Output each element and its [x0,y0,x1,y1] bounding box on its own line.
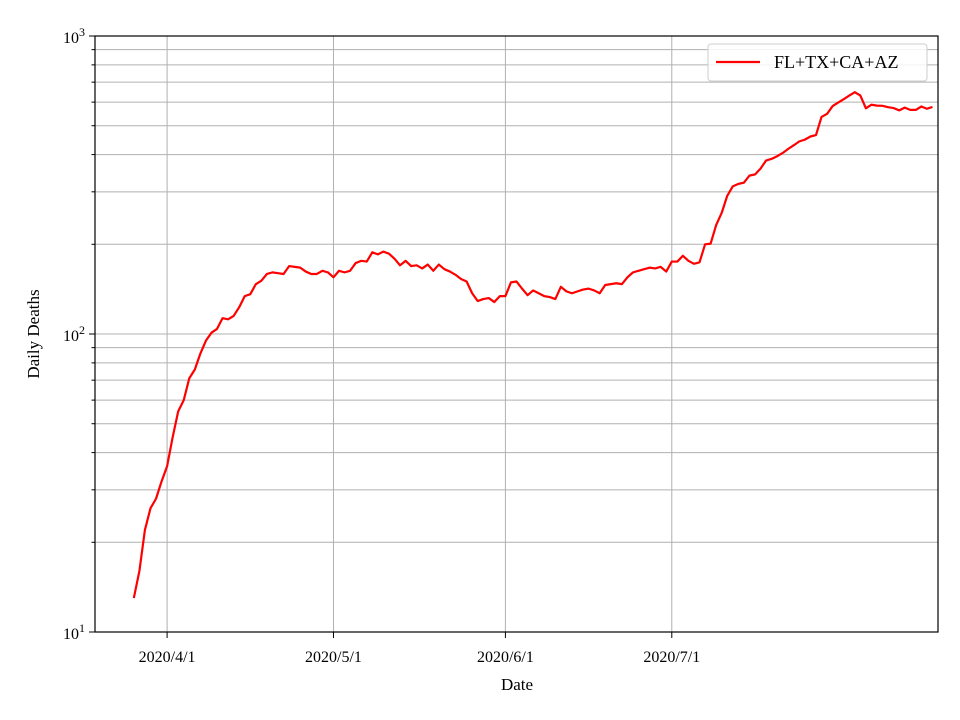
legend: FL+TX+CA+AZ [707,43,928,82]
y-tick-label: 101 [63,621,85,643]
y-tick-label: 102 [63,323,85,345]
grid [95,36,938,633]
series-line [132,91,933,599]
x-axis-label: Date [501,675,533,694]
x-tick-label: 2020/5/1 [305,649,362,666]
axis-ticks: 2020/4/1 2020/5/1 2020/6/1 2020/7/1 101 102 10… [63,25,700,666]
x-tick-label: 2020/6/1 [477,649,534,666]
y-tick-label: 103 [63,25,85,47]
x-tick-label: 2020/7/1 [643,649,700,666]
legend-series-label: FL+TX+CA+AZ [774,52,898,72]
legend-frame [707,43,928,82]
x-tick-label: 2020/4/1 [139,649,196,666]
y-axis-label: Daily Deaths [24,289,43,378]
series-layer [132,91,933,599]
